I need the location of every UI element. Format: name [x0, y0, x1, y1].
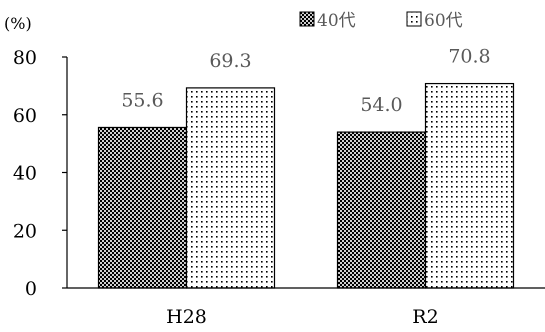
- x-axis-ticks: H28 R2: [166, 306, 439, 328]
- bar-H28-60代: [185, 87, 276, 289]
- legend-swatch-60s: [406, 11, 422, 27]
- y-tick-label: 20: [13, 220, 37, 242]
- y-axis-unit-label: (%): [4, 14, 32, 33]
- y-tick-label: 0: [25, 278, 37, 300]
- data-label: 54.0: [360, 94, 402, 116]
- legend-label-60s: 60代: [424, 11, 463, 31]
- data-label: 69.3: [209, 50, 251, 72]
- legend: 40代 60代: [299, 11, 463, 31]
- legend-swatch-40s: [299, 11, 315, 27]
- data-labels-group: 55.6 69.3 54.0 70.8: [121, 46, 490, 117]
- legend-label-40s: 40代: [317, 11, 356, 31]
- y-tick-label: 60: [13, 105, 37, 127]
- bar-H28-40代: [97, 126, 188, 289]
- data-label: 70.8: [448, 46, 490, 68]
- x-tick-label: H28: [166, 306, 207, 328]
- y-axis-ticks: 0 20 40 60 80: [13, 47, 67, 300]
- data-label: 55.6: [121, 89, 163, 111]
- bars-group: [97, 82, 515, 289]
- x-tick-label: R2: [412, 306, 438, 328]
- bar-R2-60代: [424, 82, 515, 289]
- y-tick-label: 40: [13, 163, 37, 185]
- y-tick-label: 80: [13, 47, 37, 69]
- bar-R2-40代: [336, 131, 427, 289]
